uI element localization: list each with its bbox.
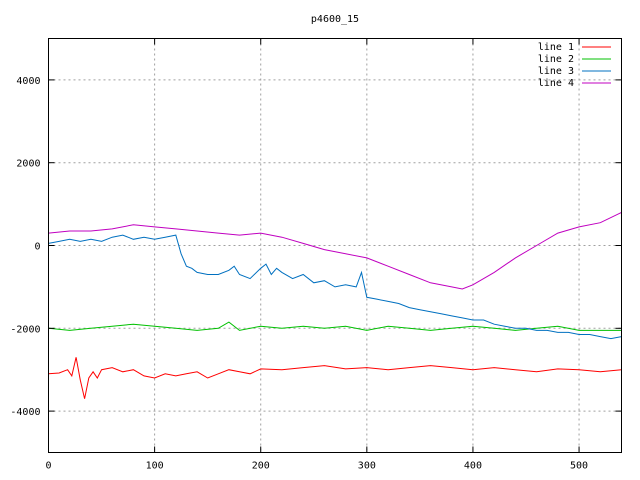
x-tick-label: 200: [252, 461, 270, 472]
legend-label: line 1: [538, 42, 574, 53]
y-tick-label: -4000: [10, 407, 40, 418]
x-tick-label: 300: [358, 461, 376, 472]
x-tick-label: 100: [146, 461, 164, 472]
series-line-3: [48, 234, 622, 340]
y-axis-ticks: -4000 -2000 0 2000 4000: [10, 76, 622, 418]
series-line-2: [48, 321, 622, 331]
series-layer: [48, 211, 622, 399]
y-tick-label: 2000: [16, 159, 40, 170]
series-line-4: [48, 211, 622, 290]
chart-title: p4600_15: [311, 14, 359, 25]
legend-label: line 4: [538, 78, 574, 89]
x-tick-label: 400: [464, 461, 482, 472]
series-line-1: [48, 357, 622, 399]
y-tick-label: 4000: [16, 76, 40, 87]
y-tick-label: -2000: [10, 324, 40, 335]
y-tick-label: 0: [34, 242, 40, 253]
legend-label: line 2: [538, 54, 574, 65]
x-tick-label: 500: [570, 461, 588, 472]
x-axis-ticks: 0 100 200 300 400 500: [45, 38, 588, 472]
legend-label: line 3: [538, 66, 574, 77]
grid: [48, 38, 622, 453]
x-tick-label: 0: [45, 461, 51, 472]
